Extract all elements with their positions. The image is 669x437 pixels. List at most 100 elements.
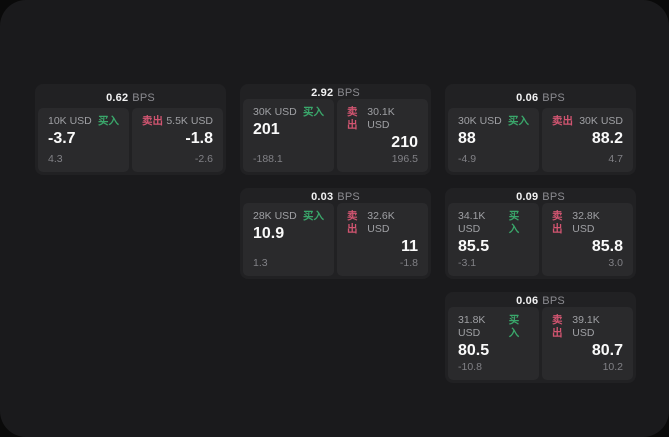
buy-notional: 28K USD — [253, 210, 297, 222]
sell-delta: 10.2 — [602, 361, 623, 373]
bps-unit: BPS — [542, 191, 565, 203]
quote-card: 0.06 BPS 31.8K USD 买入 80.5 -10.8 卖出 39.1… — [445, 292, 636, 383]
buy-notional: 10K USD — [48, 115, 92, 127]
buy-price: 85.5 — [458, 238, 490, 255]
quote-card: 0.03 BPS 28K USD 买入 10.9 1.3 卖出 32.6K US… — [240, 188, 431, 279]
buy-delta: -188.1 — [253, 153, 283, 165]
sell-delta: -2.6 — [194, 153, 213, 165]
card-body: 28K USD 买入 10.9 1.3 卖出 32.6K USD 11 -1.8 — [243, 203, 428, 276]
quote-card: 2.92 BPS 30K USD 买入 201 -188.1 卖出 30.1K … — [240, 84, 431, 175]
bps-value: 0.03 — [311, 191, 334, 203]
sell-panel[interactable]: 卖出 5.5K USD -1.8 -2.6 — [132, 108, 223, 172]
buy-tag: 买入 — [508, 210, 520, 235]
buy-delta: 1.3 — [253, 257, 268, 269]
card-header: 2.92 BPS — [243, 87, 428, 99]
sell-panel[interactable]: 卖出 30.1K USD 210 196.5 — [337, 99, 428, 172]
quote-card: 0.62 BPS 10K USD 买入 -3.7 4.3 卖出 5.5K USD — [35, 84, 226, 175]
bps-unit: BPS — [132, 91, 155, 104]
sell-tag: 卖出 — [347, 210, 358, 235]
sell-tag: 卖出 — [552, 210, 563, 235]
sell-price: 88.2 — [591, 130, 623, 147]
buy-panel[interactable]: 30K USD 买入 88 -4.9 — [448, 108, 539, 172]
bps-unit: BPS — [337, 87, 360, 99]
buy-delta: -4.9 — [458, 153, 477, 165]
sell-notional: 32.8K USD — [572, 210, 600, 235]
buy-price: -3.7 — [48, 130, 76, 147]
buy-panel-top: 30K USD 买入 — [458, 115, 529, 128]
buy-tag: 买入 — [98, 115, 119, 127]
buy-notional: 30K USD — [458, 115, 502, 127]
buy-tag: 买入 — [508, 314, 520, 339]
buy-panel[interactable]: 34.1K USD 买入 85.5 -3.1 — [448, 203, 539, 276]
buy-price: 10.9 — [253, 225, 285, 242]
bps-value: 2.92 — [311, 87, 334, 99]
buy-tag: 买入 — [303, 210, 324, 222]
sell-tag: 卖出 — [142, 115, 163, 127]
buy-panel-top: 30K USD 买入 — [253, 106, 324, 119]
buy-notional: 31.8K USD — [458, 314, 486, 339]
sell-delta: 196.5 — [391, 153, 418, 165]
sell-notional: 5.5K USD — [166, 115, 213, 127]
card-header: 0.06 BPS — [448, 87, 633, 108]
sell-panel[interactable]: 卖出 39.1K USD 80.7 10.2 — [542, 307, 633, 380]
sell-panel[interactable]: 卖出 30K USD 88.2 4.7 — [542, 108, 633, 172]
card-header: 0.62 BPS — [38, 87, 223, 108]
sell-panel-top: 卖出 30K USD — [552, 115, 623, 128]
buy-price: 80.5 — [458, 342, 490, 359]
sell-notional: 39.1K USD — [572, 314, 600, 339]
buy-tag: 买入 — [508, 115, 529, 127]
card-body: 10K USD 买入 -3.7 4.3 卖出 5.5K USD -1.8 -2.… — [38, 108, 223, 172]
sell-panel[interactable]: 卖出 32.6K USD 11 -1.8 — [337, 203, 428, 276]
buy-panel-top: 34.1K USD 买入 — [458, 210, 529, 236]
card-body: 34.1K USD 买入 85.5 -3.1 卖出 32.8K USD 85.8… — [448, 203, 633, 276]
card-body: 31.8K USD 买入 80.5 -10.8 卖出 39.1K USD 80.… — [448, 307, 633, 380]
buy-tag: 买入 — [303, 106, 324, 118]
buy-panel[interactable]: 10K USD 买入 -3.7 4.3 — [38, 108, 129, 172]
card-header: 0.03 BPS — [243, 191, 428, 203]
buy-notional: 30K USD — [253, 106, 297, 118]
sell-price: 85.8 — [591, 238, 623, 255]
sell-delta: 4.7 — [608, 153, 623, 165]
buy-price: 88 — [458, 130, 476, 147]
bps-unit: BPS — [337, 191, 360, 203]
bps-value: 0.62 — [106, 91, 129, 104]
bps-value: 0.06 — [516, 295, 539, 307]
sell-notional: 30.1K USD — [367, 106, 395, 131]
card-body: 30K USD 买入 88 -4.9 卖出 30K USD 88.2 4.7 — [448, 108, 633, 172]
quote-board: 0.62 BPS 10K USD 买入 -3.7 4.3 卖出 5.5K USD — [35, 84, 636, 383]
quote-card: 0.09 BPS 34.1K USD 买入 85.5 -3.1 卖出 32.8K… — [445, 188, 636, 279]
buy-panel-top: 28K USD 买入 — [253, 210, 324, 223]
sell-notional: 32.6K USD — [367, 210, 395, 235]
quote-card: 0.06 BPS 30K USD 买入 88 -4.9 卖出 30K USD — [445, 84, 636, 175]
bps-value: 0.09 — [516, 191, 539, 203]
card-header: 0.06 BPS — [448, 295, 633, 307]
buy-delta: 4.3 — [48, 153, 63, 165]
sell-price: 210 — [391, 134, 418, 151]
bps-unit: BPS — [542, 295, 565, 307]
buy-panel[interactable]: 30K USD 买入 201 -188.1 — [243, 99, 334, 172]
sell-price: -1.8 — [185, 130, 213, 147]
sell-tag: 卖出 — [347, 106, 358, 131]
sell-price: 11 — [401, 238, 418, 255]
card-body: 30K USD 买入 201 -188.1 卖出 30.1K USD 210 1… — [243, 99, 428, 172]
card-header: 0.09 BPS — [448, 191, 633, 203]
sell-panel[interactable]: 卖出 32.8K USD 85.8 3.0 — [542, 203, 633, 276]
buy-price: 201 — [253, 121, 280, 138]
bps-value: 0.06 — [516, 91, 539, 104]
buy-panel[interactable]: 28K USD 买入 10.9 1.3 — [243, 203, 334, 276]
sell-panel-top: 卖出 5.5K USD — [142, 115, 213, 128]
buy-delta: -10.8 — [458, 361, 482, 373]
sell-panel-top: 卖出 30.1K USD — [347, 106, 418, 132]
bps-unit: BPS — [542, 91, 565, 104]
buy-panel-top: 31.8K USD 买入 — [458, 314, 529, 340]
sell-panel-top: 卖出 39.1K USD — [552, 314, 623, 340]
buy-delta: -3.1 — [458, 257, 477, 269]
sell-delta: 3.0 — [608, 257, 623, 269]
sell-delta: -1.8 — [399, 257, 418, 269]
buy-notional: 34.1K USD — [458, 210, 486, 235]
sell-tag: 卖出 — [552, 115, 573, 127]
sell-panel-top: 卖出 32.6K USD — [347, 210, 418, 236]
buy-panel[interactable]: 31.8K USD 买入 80.5 -10.8 — [448, 307, 539, 380]
sell-notional: 30K USD — [579, 115, 623, 127]
